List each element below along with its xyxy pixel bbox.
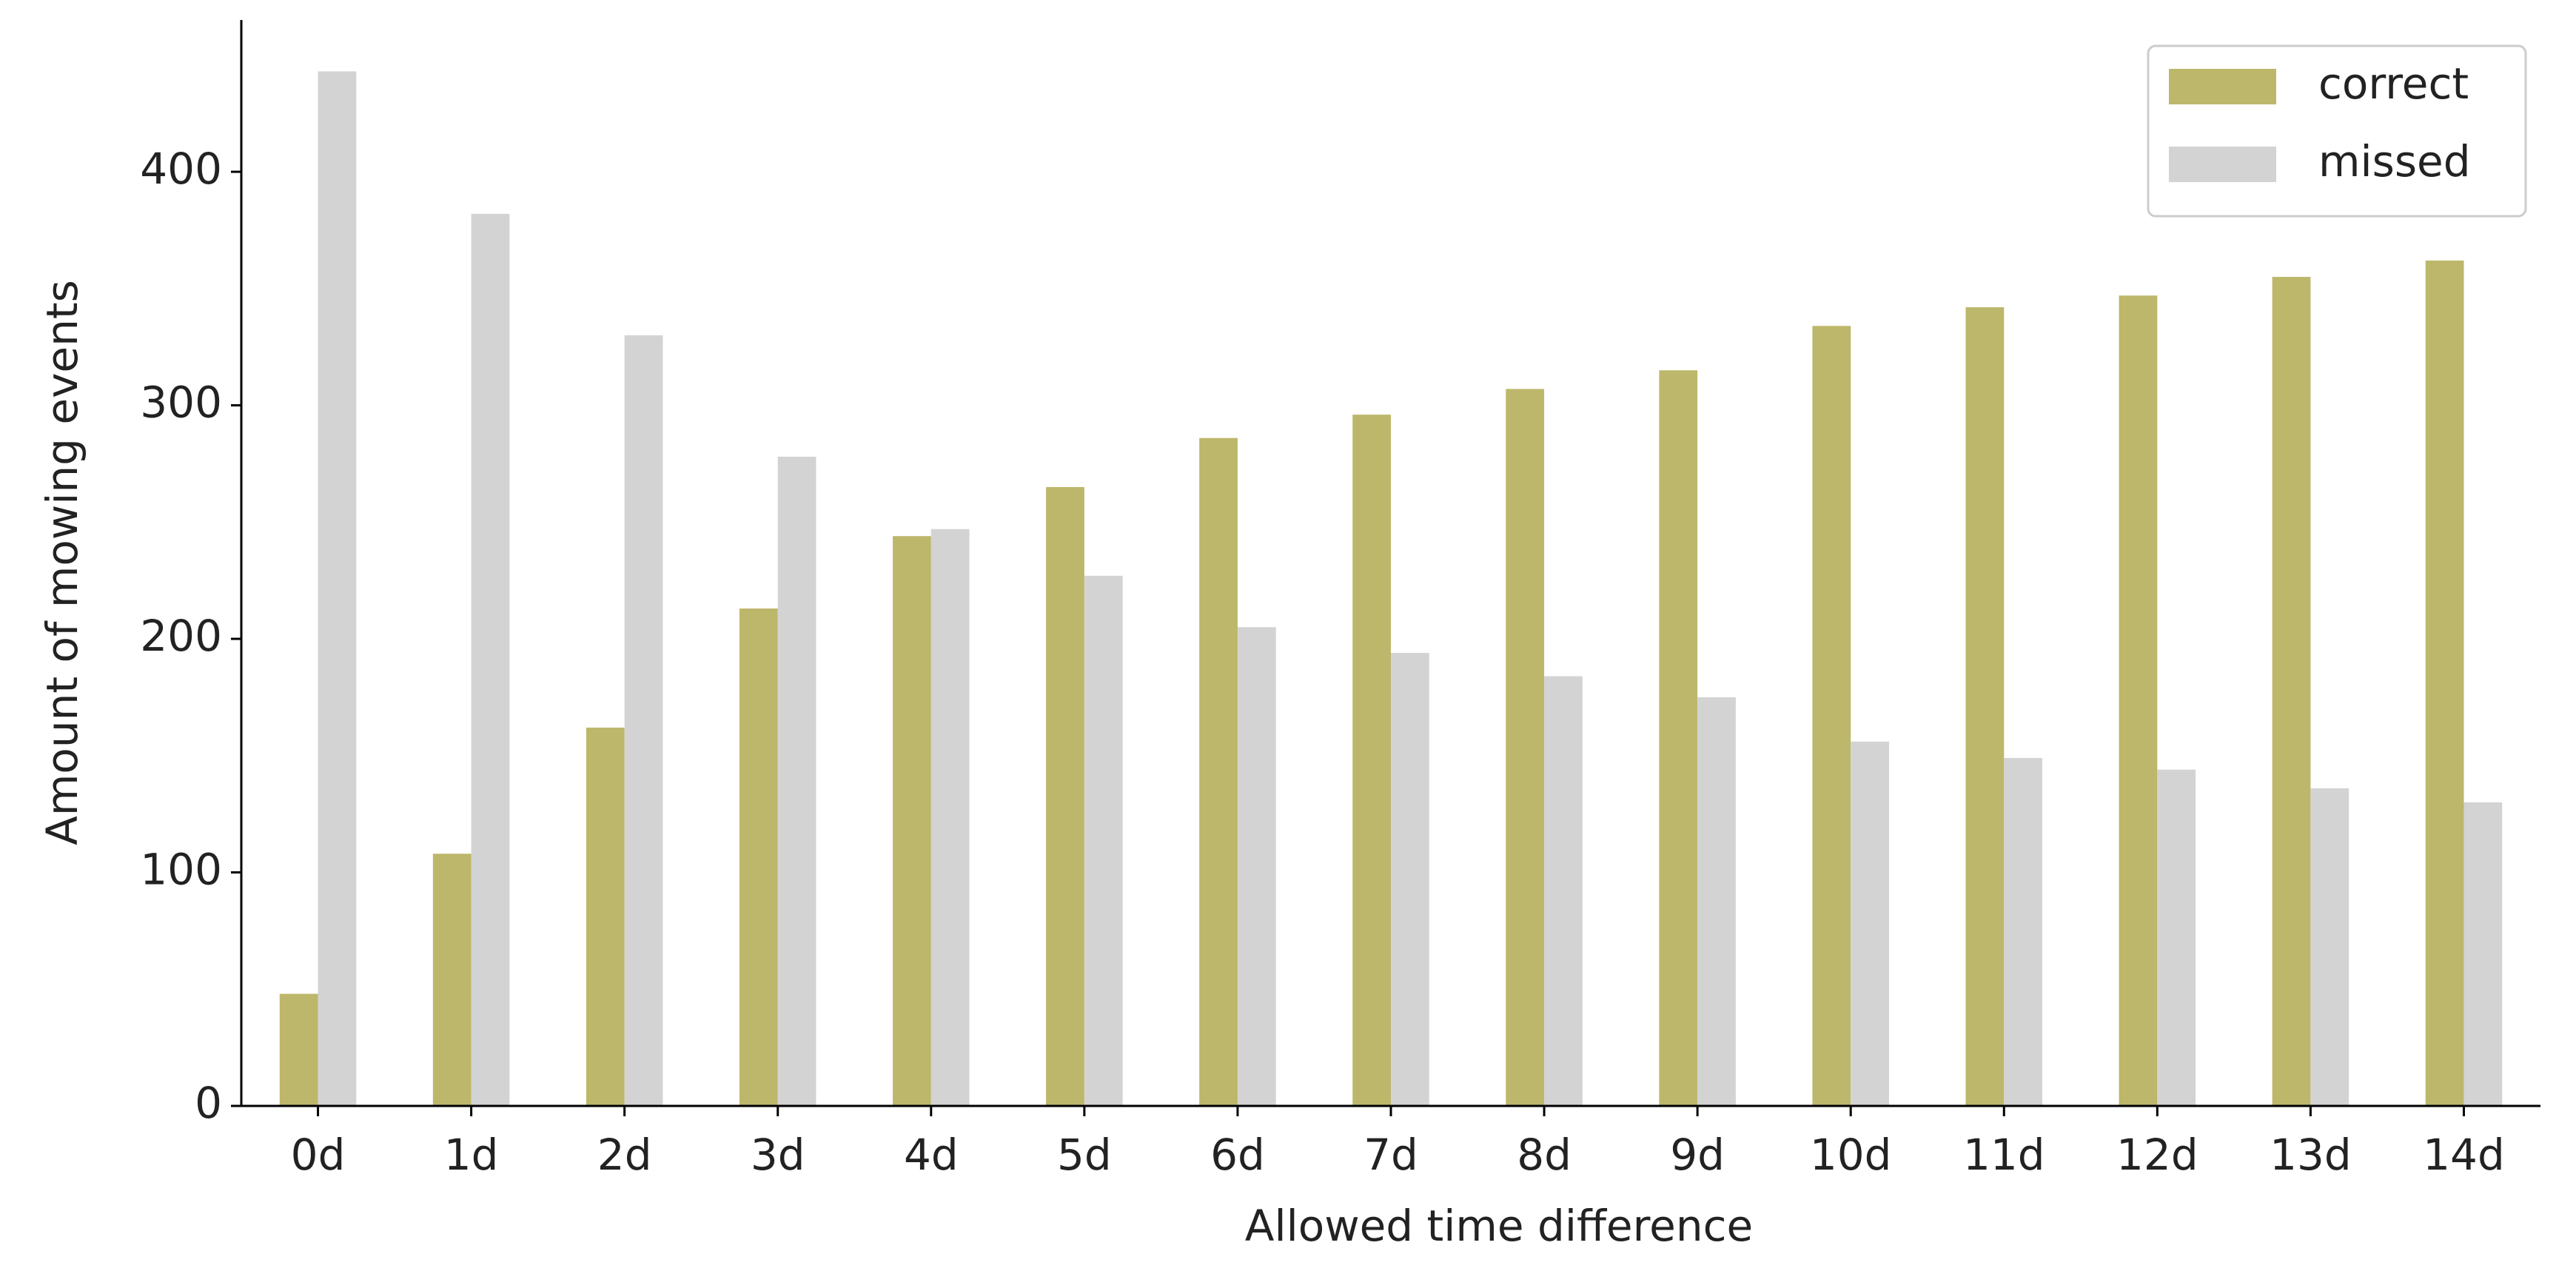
legend-swatch <box>2169 69 2276 104</box>
x-tick-label: 12d <box>2116 1130 2198 1180</box>
x-axis-label: Allowed time difference <box>1245 1201 1753 1251</box>
y-tick-label: 0 <box>195 1078 222 1128</box>
legend-label: correct <box>2318 58 2469 109</box>
legend-label: missed <box>2318 136 2471 187</box>
bar <box>2157 769 2196 1106</box>
bar <box>1391 652 1429 1106</box>
bar <box>1544 676 1583 1106</box>
bar <box>2119 295 2158 1106</box>
bar <box>586 727 625 1106</box>
y-tick-label: 100 <box>140 845 222 895</box>
y-axis-label: Amount of mowing events <box>37 280 87 845</box>
bar <box>318 71 357 1106</box>
x-tick-label: 13d <box>2270 1130 2352 1180</box>
bar <box>1659 370 1698 1106</box>
x-tick-label: 0d <box>291 1130 346 1180</box>
legend: correct missed <box>2147 44 2527 218</box>
legend-swatch <box>2169 147 2276 182</box>
bar <box>2004 757 2043 1106</box>
x-tick-label: 7d <box>1364 1130 1418 1180</box>
x-tick-label: 14d <box>2423 1130 2505 1180</box>
bar <box>2310 788 2349 1106</box>
bar <box>432 854 472 1106</box>
bar <box>893 536 931 1106</box>
bar <box>279 993 318 1106</box>
bar <box>930 529 970 1106</box>
x-tick-label: 11d <box>1963 1130 2045 1180</box>
bar <box>1084 575 1123 1106</box>
bar <box>1199 437 1238 1106</box>
bar <box>1506 389 1545 1106</box>
x-tick-label: 8d <box>1517 1130 1572 1180</box>
bar <box>739 608 778 1106</box>
x-tick-label: 4d <box>904 1130 959 1180</box>
y-tick-label: 300 <box>140 378 222 428</box>
bar <box>2425 260 2464 1107</box>
x-tick-label: 2d <box>597 1130 652 1180</box>
y-tick-label: 200 <box>140 611 222 661</box>
bar <box>1046 486 1084 1106</box>
x-tick-label: 9d <box>1670 1130 1725 1180</box>
x-tick-label: 5d <box>1057 1130 1112 1180</box>
bar <box>777 456 816 1106</box>
bar <box>471 213 510 1107</box>
bar <box>1237 627 1276 1106</box>
bar <box>2272 277 2311 1107</box>
y-tick-label: 400 <box>140 144 222 194</box>
bar <box>1851 741 1889 1106</box>
bar <box>1812 326 1851 1106</box>
x-tick-label: 10d <box>1810 1130 1892 1180</box>
bar <box>1965 307 2005 1106</box>
bar <box>1352 415 1391 1106</box>
x-tick-label: 1d <box>444 1130 499 1180</box>
x-tick-label: 6d <box>1210 1130 1265 1180</box>
bar <box>2463 802 2503 1106</box>
bar <box>624 335 663 1107</box>
x-tick-label: 3d <box>751 1130 805 1180</box>
bar <box>1697 697 1736 1106</box>
